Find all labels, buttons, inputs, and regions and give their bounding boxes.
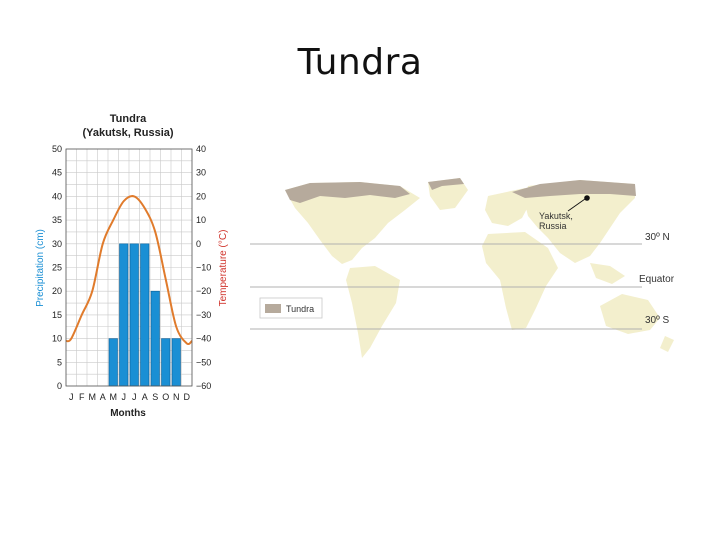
europe [485, 188, 530, 226]
right-tick-label: 30 [196, 168, 206, 178]
month-tick-label: J [132, 392, 137, 402]
right-tick-label: −60 [196, 381, 211, 391]
tundra-regions [285, 178, 636, 203]
right-tick-label: −50 [196, 357, 211, 367]
yakutsk-label-line1: Yakutsk, [539, 211, 573, 221]
world-map: 30º N Equator 30º S Yakutsk, Russia Tund… [250, 178, 675, 358]
label-equator: Equator [639, 274, 675, 285]
temperature-line [65, 195, 193, 346]
chart-subtitle: (Yakutsk, Russia) [82, 127, 173, 139]
right-tick-label: −30 [196, 310, 211, 320]
plot-border [65, 148, 193, 387]
legend-swatch [265, 304, 281, 313]
legend-label: Tundra [286, 304, 314, 314]
y-axis-label-left: Precipitation (cm) [35, 229, 46, 307]
month-tick-label: D [184, 392, 191, 402]
left-tick-label: 35 [52, 215, 62, 225]
yakutsk-marker [584, 195, 590, 201]
precipitation-bar-J [119, 243, 129, 387]
plot-frame [65, 148, 193, 387]
tundra-eurasia [512, 180, 636, 198]
tundra-north-america [285, 182, 410, 203]
left-tick-label: 50 [52, 144, 62, 154]
yakutsk-leader-line [567, 198, 586, 212]
month-tick-label: J [122, 392, 127, 402]
right-tick-label: 10 [196, 215, 206, 225]
right-tick-label: −40 [196, 334, 211, 344]
africa [482, 232, 558, 330]
precipitation-bar-O [161, 338, 171, 387]
australia [600, 294, 660, 334]
left-axis-ticks: 0 5 10 15 20 25 30 35 40 45 50 [52, 144, 62, 391]
continents [285, 178, 674, 358]
month-tick-label: A [142, 392, 148, 402]
yakutsk-label-line2: Russia [539, 221, 567, 231]
month-tick-label: F [79, 392, 85, 402]
precipitation-bar-N [171, 338, 181, 387]
left-tick-label: 45 [52, 168, 62, 178]
label-30-south: 30º S [645, 315, 670, 326]
right-tick-label: −20 [196, 286, 211, 296]
new-zealand [660, 336, 674, 352]
southeast-asia [590, 263, 625, 284]
asia [524, 180, 635, 263]
tundra-greenland-coast [428, 178, 464, 190]
month-tick-label: M [89, 392, 97, 402]
chart-title: Tundra [110, 113, 147, 125]
precipitation-bar-A [140, 243, 150, 387]
precipitation-bar-S [150, 290, 160, 387]
label-30-north: 30º N [645, 232, 670, 243]
left-tick-label: 25 [52, 263, 62, 273]
x-axis-label: Months [110, 408, 146, 419]
climate-chart: Tundra (Yakutsk, Russia) 0 5 10 15 20 25 30 35 4… [35, 113, 229, 419]
slide-title: Tundra [297, 42, 423, 83]
left-tick-label: 10 [52, 334, 62, 344]
left-tick-label: 5 [57, 357, 62, 367]
precipitation-bar-M [108, 338, 118, 387]
month-tick-label: N [173, 392, 180, 402]
north-america [285, 182, 420, 264]
left-tick-label: 30 [52, 239, 62, 249]
left-tick-label: 20 [52, 286, 62, 296]
month-tick-label: M [110, 392, 118, 402]
right-tick-label: 20 [196, 191, 206, 201]
right-tick-label: −10 [196, 263, 211, 273]
month-tick-label: J [69, 392, 74, 402]
left-tick-label: 15 [52, 310, 62, 320]
y-axis-label-right: Temperature (°C) [218, 230, 229, 307]
right-tick-label: 0 [196, 239, 201, 249]
south-america [346, 266, 400, 358]
month-tick-label: S [152, 392, 158, 402]
month-tick-label: O [162, 392, 169, 402]
right-tick-label: 40 [196, 144, 206, 154]
precipitation-bar-J [129, 243, 139, 387]
month-tick-label: A [100, 392, 106, 402]
right-axis-ticks: −60 −50 −40 −30 −20 −10 0 10 20 30 40 [196, 144, 211, 391]
left-tick-label: 0 [57, 381, 62, 391]
left-tick-label: 40 [52, 191, 62, 201]
